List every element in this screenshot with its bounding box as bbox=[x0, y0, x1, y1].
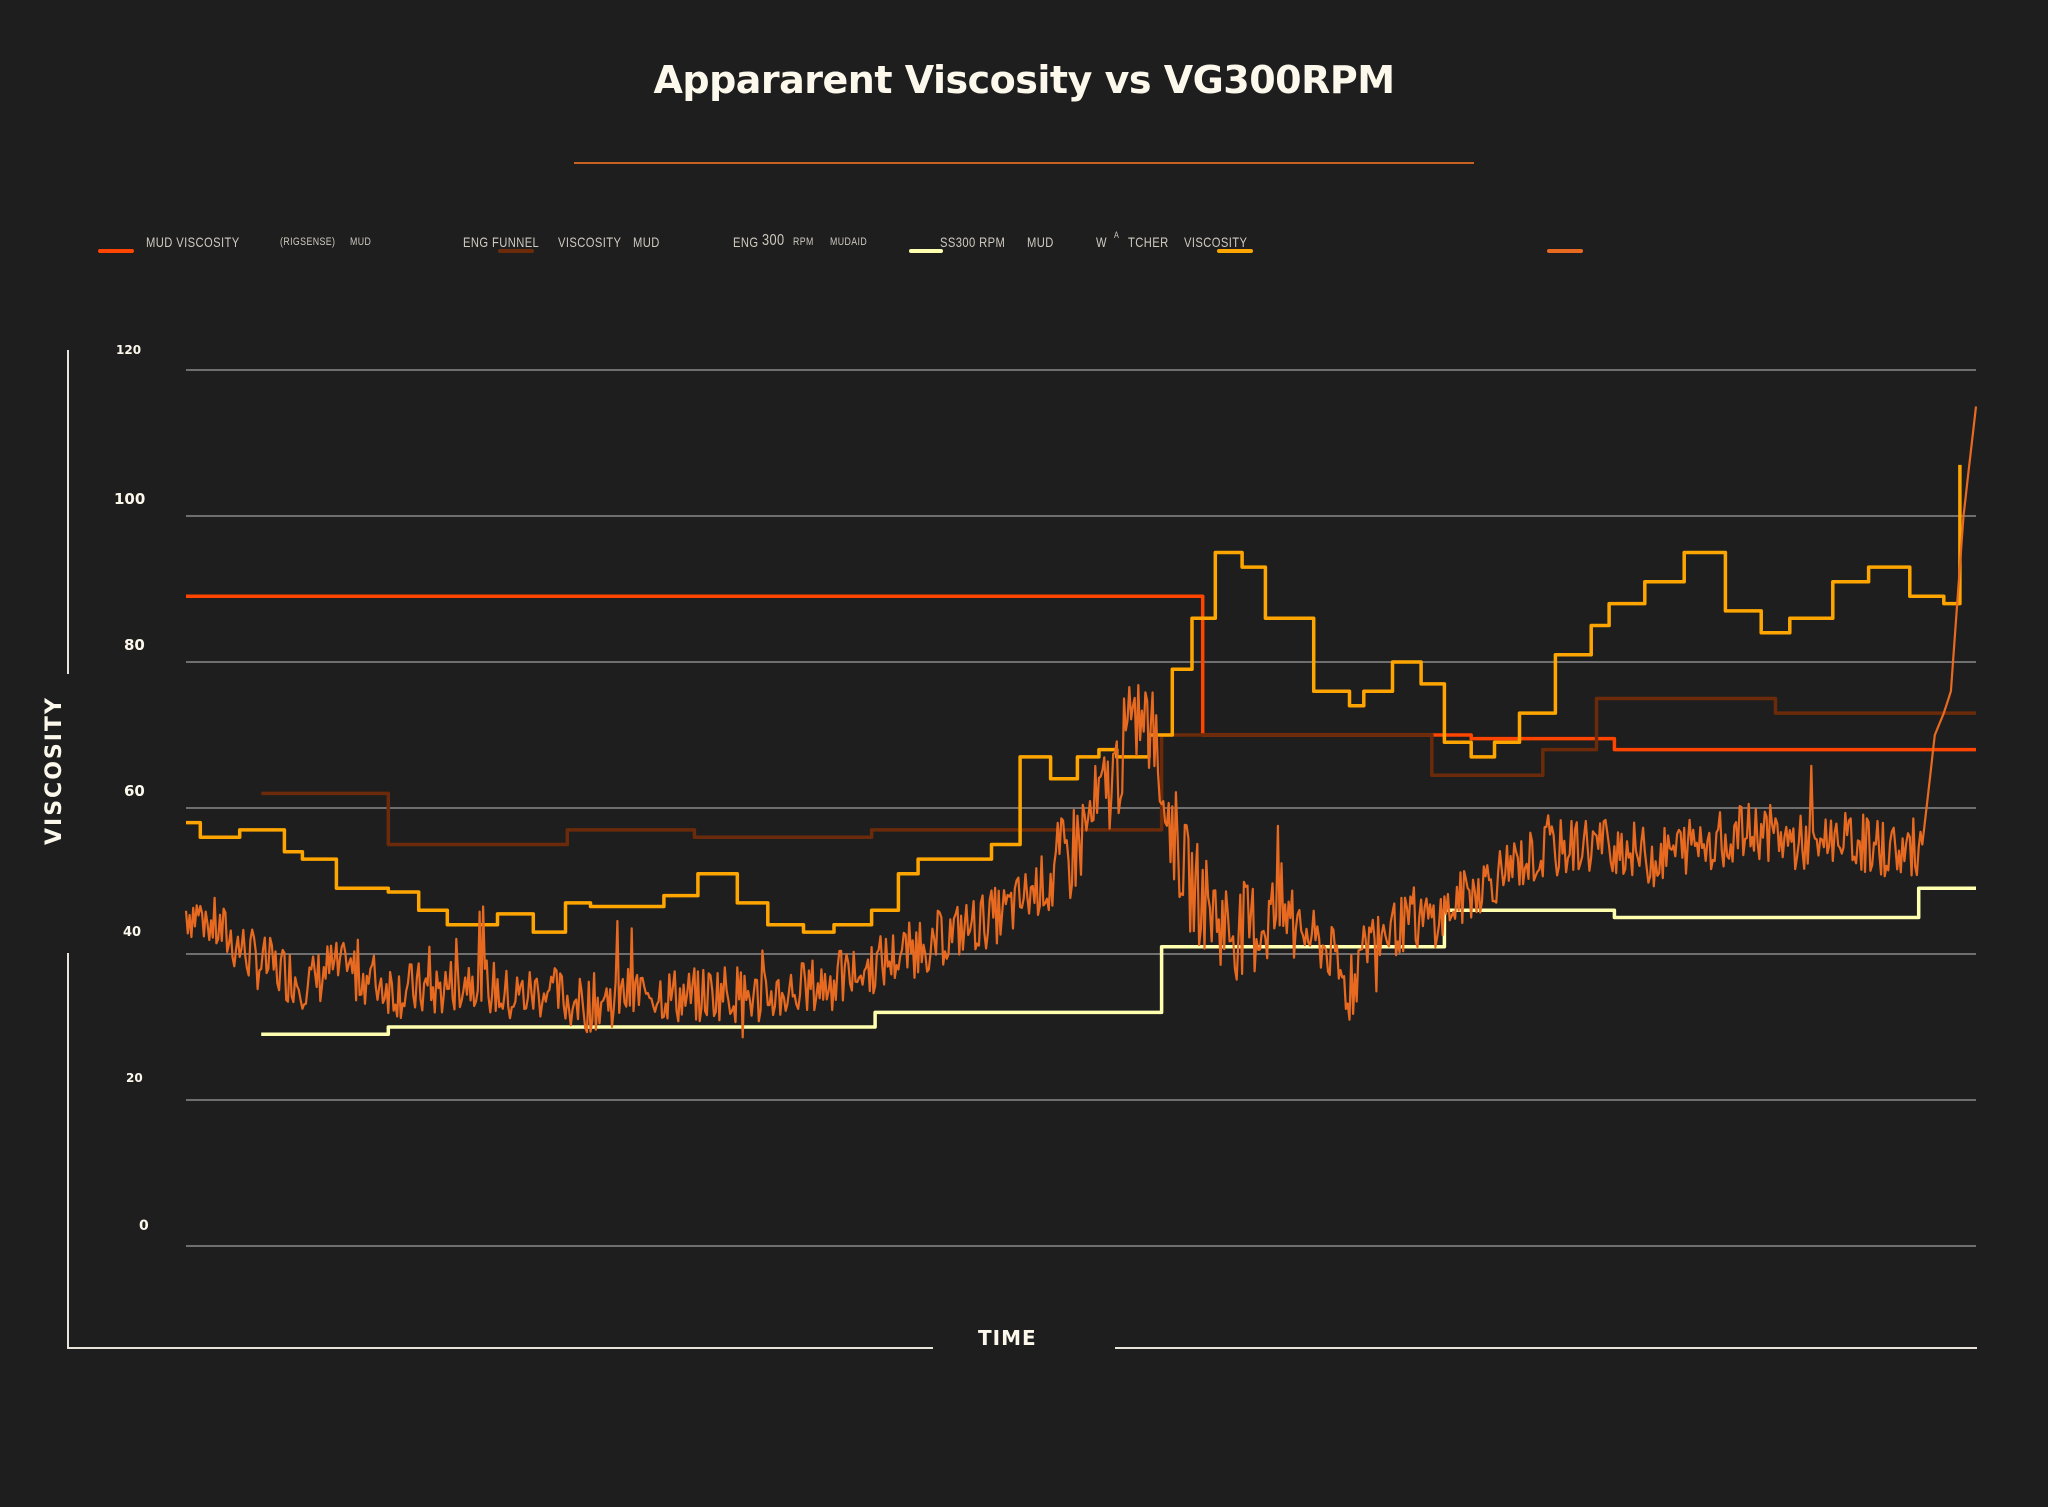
x-axis-line-right bbox=[1115, 1347, 1977, 1349]
legend: MUD VISCOSITY (RIGSENSE) MUD ENG FUNNEL … bbox=[0, 230, 2048, 260]
legend-label: ENG bbox=[733, 234, 759, 250]
series-line bbox=[184, 406, 1978, 1039]
y-tick-120: 120 bbox=[116, 343, 142, 357]
y-tick-60: 60 bbox=[124, 782, 145, 800]
series-line bbox=[186, 594, 1976, 752]
y-tick-100: 100 bbox=[114, 490, 146, 508]
y-axis-line-top bbox=[67, 350, 69, 674]
legend-label: MUD bbox=[350, 236, 372, 248]
legend-swatch-ss300[interactable] bbox=[909, 249, 943, 253]
y-axis-line-bottom bbox=[67, 953, 69, 1349]
y-tick-40: 40 bbox=[123, 925, 142, 940]
legend-swatch-apparent-viscosity[interactable] bbox=[1547, 249, 1583, 253]
x-axis-label: TIME bbox=[978, 1326, 1037, 1350]
legend-swatch-watcher[interactable] bbox=[1217, 249, 1253, 253]
legend-label: VISCOSITY bbox=[558, 234, 622, 250]
series-line bbox=[261, 886, 1976, 1037]
legend-label[interactable]: SS300 RPM bbox=[940, 234, 1006, 250]
y-tick-20: 20 bbox=[126, 1071, 143, 1085]
chart-title: Appararent Viscosity vs VG300RPM bbox=[653, 58, 1395, 102]
legend-label[interactable]: MUD VISCOSITY bbox=[146, 234, 240, 250]
title-divider bbox=[574, 162, 1474, 164]
legend-label: MUDAID bbox=[830, 236, 868, 248]
gridlines bbox=[186, 369, 1976, 1247]
legend-swatch-mud-viscosity[interactable] bbox=[98, 249, 134, 253]
legend-label: A bbox=[1114, 230, 1120, 240]
legend-label: 300 bbox=[762, 232, 785, 249]
legend-label: W bbox=[1096, 234, 1107, 250]
y-tick-0: 0 bbox=[139, 1218, 149, 1234]
legend-label: (RIGSENSE) bbox=[280, 236, 336, 248]
legend-label: RPM bbox=[793, 236, 814, 248]
legend-swatch-eng-funnel[interactable] bbox=[498, 249, 534, 253]
legend-label: MUD bbox=[633, 234, 660, 250]
legend-label[interactable]: ENG FUNNEL bbox=[463, 234, 540, 250]
legend-label: MUD bbox=[1027, 234, 1054, 250]
x-axis-line-left bbox=[67, 1347, 933, 1349]
legend-label[interactable]: VISCOSITY bbox=[1184, 234, 1248, 250]
y-tick-80: 80 bbox=[124, 636, 145, 654]
legend-label: TCHER bbox=[1128, 234, 1169, 250]
series-group bbox=[184, 406, 1978, 1039]
